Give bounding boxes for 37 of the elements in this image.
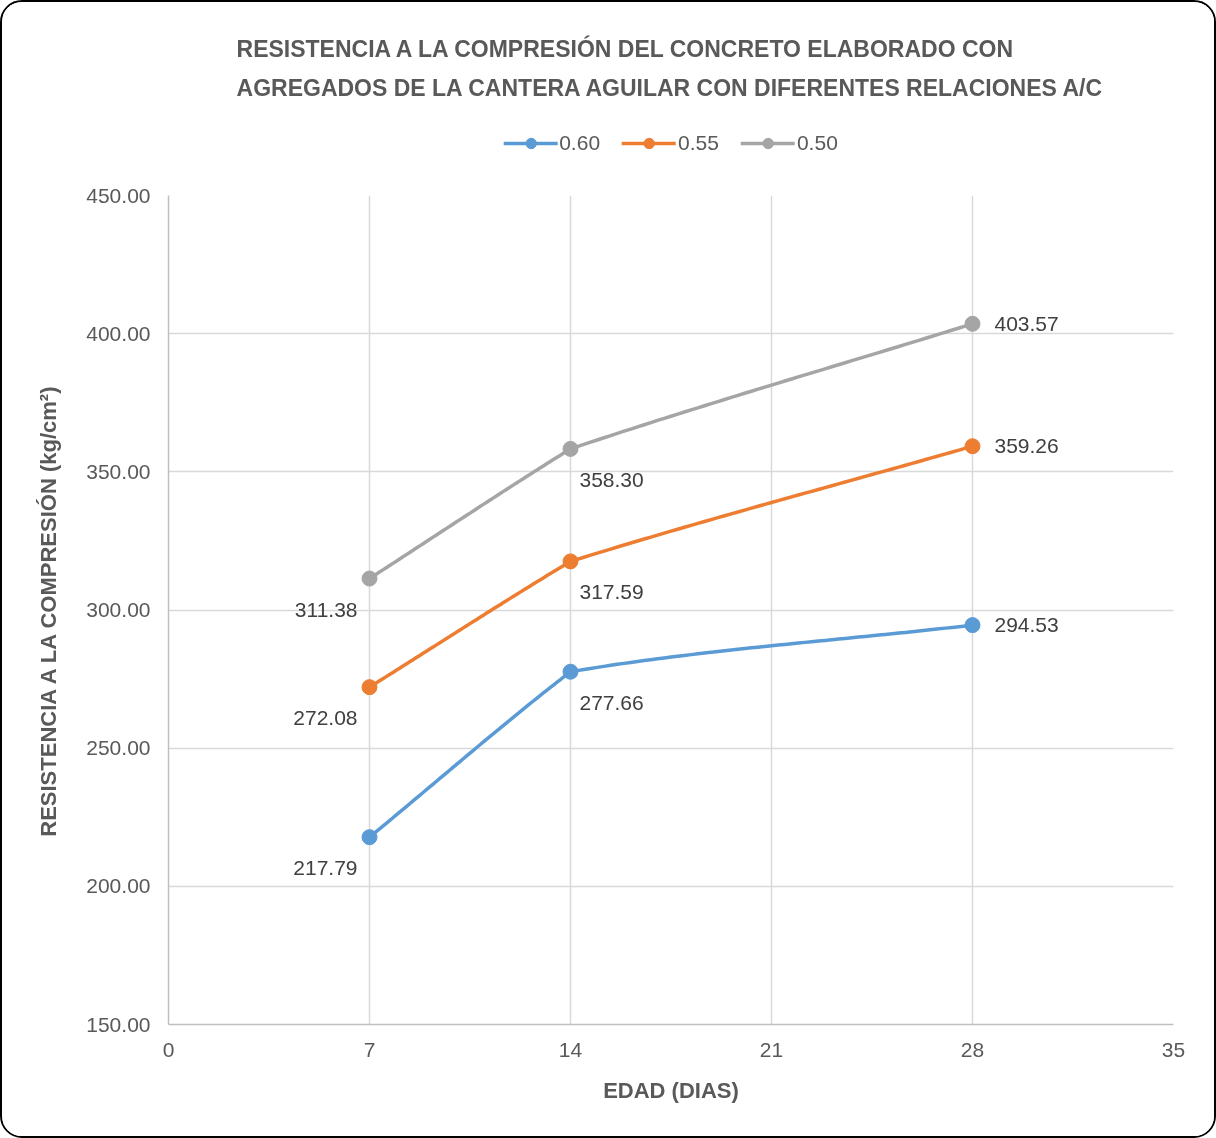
data-label: 311.38 xyxy=(294,597,358,621)
y-tick-label: 150.00 xyxy=(86,1012,151,1036)
point xyxy=(361,829,378,846)
point xyxy=(562,440,579,457)
x-axis-title: EDAD (DIAS) xyxy=(603,1077,739,1103)
data-label: 294.53 xyxy=(994,613,1059,637)
point xyxy=(964,617,981,634)
y-axis-title: RESISTENCIA A LA COMPRESIÓN (kg/cm²) xyxy=(36,386,62,837)
legend-label: 0.50 xyxy=(796,130,838,155)
y-tick-label: 450.00 xyxy=(86,183,151,207)
y-tick-label: 300.00 xyxy=(86,598,151,621)
data-label: 403.57 xyxy=(994,311,1059,335)
point xyxy=(562,553,579,570)
y-tick-label: 200.00 xyxy=(86,874,151,898)
point xyxy=(562,663,579,680)
chart-title: RESISTENCIA A LA COMPRESIÓN DEL CONCRETO ELABORADO CON AGREGADOS DE LA CANTERA AGUILAR CON DIFERENTES RELACIONES A/C xyxy=(236,34,1103,101)
y-tick-label: 250.00 xyxy=(86,736,151,760)
x-tick-label: 35 xyxy=(1161,1037,1186,1061)
x-tick-label: 21 xyxy=(759,1037,784,1061)
data-label: 317.59 xyxy=(579,580,644,604)
x-tick-label: 14 xyxy=(558,1037,583,1061)
data-label: 272.08 xyxy=(293,706,358,730)
legend-label: 0.55 xyxy=(678,130,719,155)
x-tick-label: 0 xyxy=(162,1037,175,1061)
data-label: 277.66 xyxy=(579,690,644,714)
y-tick-label: 350.00 xyxy=(86,459,151,483)
point xyxy=(964,315,981,332)
point xyxy=(964,438,981,455)
x-tick-label: 28 xyxy=(960,1037,985,1061)
point xyxy=(361,570,378,587)
data-label: 358.30 xyxy=(579,467,644,491)
point xyxy=(361,679,378,696)
data-label: 217.79 xyxy=(293,856,358,880)
x-tick-label: 7 xyxy=(363,1037,376,1061)
data-label: 359.26 xyxy=(994,434,1059,458)
legend-label: 0.60 xyxy=(559,130,601,155)
y-tick-label: 400.00 xyxy=(86,321,151,345)
